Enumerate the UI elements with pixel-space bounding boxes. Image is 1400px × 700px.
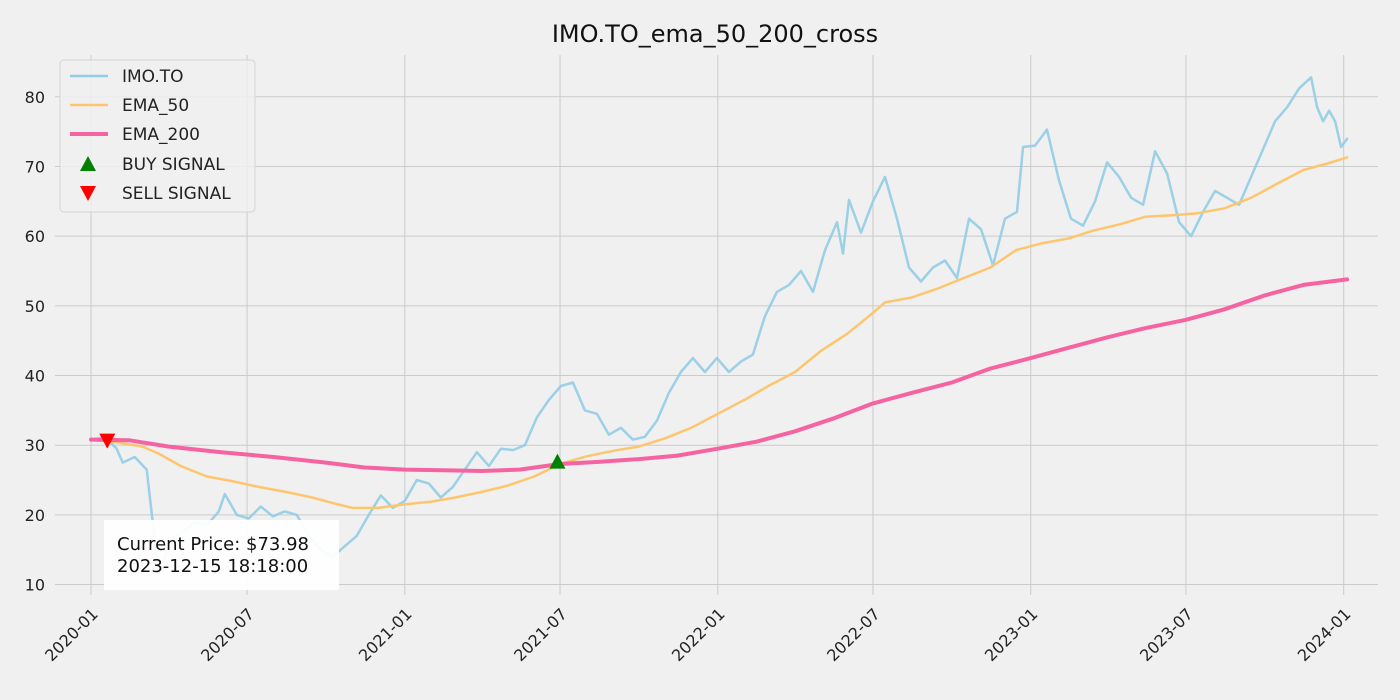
legend-buy-signal-icon [80, 156, 96, 171]
y-tick-label: 10 [25, 576, 45, 595]
legend-box [59, 59, 256, 213]
current-price-text: Current Price: $73.98 [117, 534, 309, 555]
current-price-timestamp: 2023-12-15 18:18:00 [117, 556, 308, 577]
legend-label-imo: IMO.TO [122, 67, 184, 87]
legend-label-sell: SELL SIGNAL [122, 184, 231, 204]
y-tick-label: 70 [25, 157, 45, 176]
legend: IMO.TO EMA_50 EMA_200 BUY SIGNAL SELL SI… [59, 59, 256, 213]
y-tick-label: 60 [25, 227, 45, 246]
chart-title: IMO.TO_ema_50_200_cross [552, 20, 878, 48]
legend-label-ema50: EMA_50 [122, 96, 189, 116]
y-tick-label: 50 [25, 297, 45, 316]
y-tick-label: 20 [25, 506, 45, 525]
sell-signal-marker [99, 433, 116, 449]
y-axis-ticks: 10 20 30 40 50 60 70 80 [25, 88, 45, 595]
buy-signal-marker [549, 453, 566, 469]
current-price-box-bg [104, 520, 339, 590]
legend-sell-signal-icon [80, 186, 96, 201]
signal-markers [99, 433, 566, 469]
current-price-box: Current Price: $73.98 2023-12-15 18:18:0… [104, 520, 339, 590]
legend-label-ema200: EMA_200 [122, 125, 200, 145]
y-tick-label: 80 [25, 88, 45, 107]
legend-label-buy: BUY SIGNAL [122, 155, 225, 175]
series-line-ema200 [89, 277, 1350, 473]
series-line-ema50 [89, 156, 1349, 510]
y-tick-label: 40 [25, 367, 45, 386]
y-tick-label: 30 [25, 436, 45, 455]
